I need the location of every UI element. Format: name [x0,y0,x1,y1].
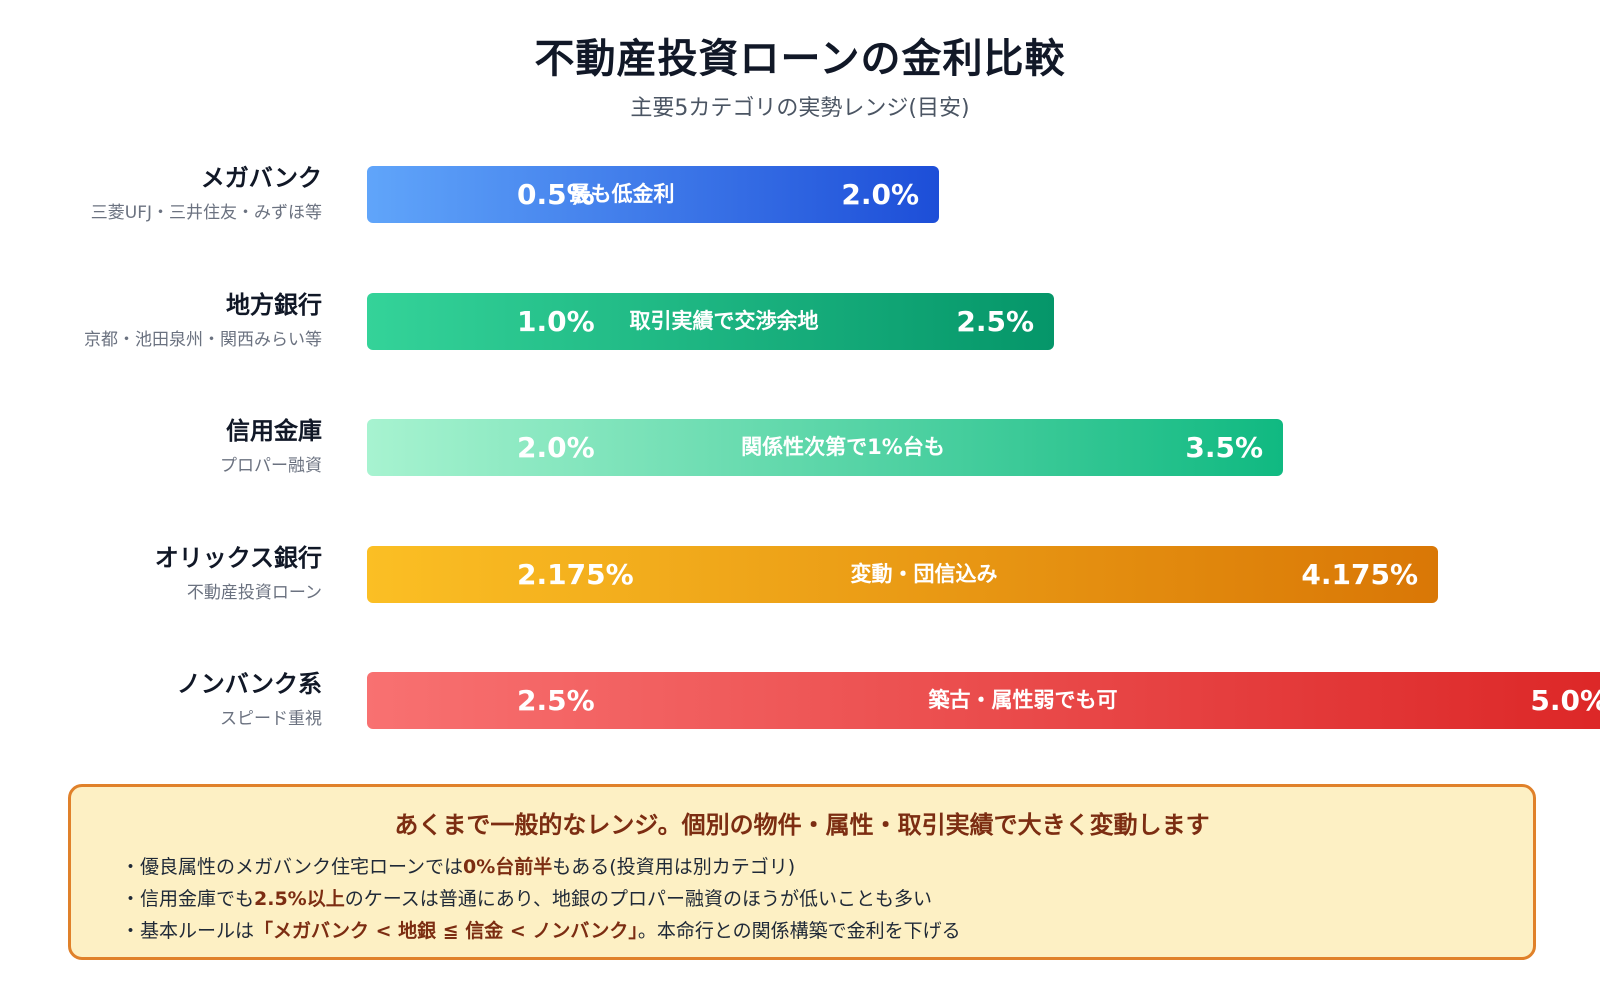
note-callout: あくまで一般的なレンジ。個別の物件・属性・取引実績で大きく変動します ・優良属性… [68,784,1536,960]
callout-heading: あくまで一般的なレンジ。個別の物件・属性・取引実績で大きく変動します [394,811,1210,839]
high-value-label: 2.5% [956,305,1034,338]
category-label: オリックス銀行 [154,544,322,572]
category-label: メガバンク [200,164,322,192]
callout-bullet: ・信用金庫でも2.5%以上のケースは普通にあり、地銀のプロパー融資のほうが低いこ… [121,888,933,910]
range-bar: 2.0% 関係性次第で1%台も 3.5% [367,419,1283,476]
category-sublabel: 三菱UFJ・三井住友・みずほ等 [90,203,322,223]
low-value-label: 2.5% [517,684,595,717]
category-label: 信用金庫 [226,417,322,445]
category-sublabel: 京都・池田泉州・関西みらい等 [84,330,322,350]
high-value-label: 2.0% [841,178,919,211]
high-value-label: 5.0% [1530,684,1600,717]
chart-row: 地方銀行京都・池田泉州・関西みらい等 1.0% 取引実績で交渉余地 2.5% [0,291,1600,353]
chart-row: オリックス銀行不動産投資ローン 2.175% 変動・団信込み 4.175% [0,544,1600,606]
callout-bullet: ・基本ルールは「メガバンク < 地銀 ≦ 信金 < ノンバンク」。本命行との関係… [121,920,961,942]
category-label: ノンバンク系 [176,670,322,698]
category-sublabel: スピード重視 [220,709,322,729]
low-value-label: 2.0% [517,431,595,464]
chart-row: 信用金庫プロパー融資 2.0% 関係性次第で1%台も 3.5% [0,417,1600,479]
bar-note: 最も低金利 [569,182,675,206]
low-value-label: 1.0% [517,305,595,338]
high-value-label: 3.5% [1185,431,1263,464]
range-bar: 1.0% 取引実績で交渉余地 2.5% [367,293,1054,350]
chart-subtitle: 主要5カテゴリの実勢レンジ(目安) [630,96,970,121]
bar-note: 変動・団信込み [850,562,998,586]
bar-note: 関係性次第で1%台も [741,435,945,459]
callout-bullets: ・優良属性のメガバンク住宅ローンでは0%台前半もある(投資用は別カテゴリ) ・信… [121,851,961,947]
range-bar: 2.5% 築古・属性弱でも可 5.0% [367,672,1600,729]
category-sublabel: 不動産投資ローン [186,583,322,603]
range-bar: 2.175% 変動・団信込み 4.175% [367,546,1438,603]
low-value-label: 2.175% [517,558,634,591]
bar-note: 取引実績で交渉余地 [629,309,819,333]
range-bar: 0.5% 最も低金利 2.0% [367,166,939,223]
category-label: 地方銀行 [226,291,322,319]
high-value-label: 4.175% [1301,558,1418,591]
chart-row: メガバンク三菱UFJ・三井住友・みずほ等 0.5% 最も低金利 2.0% [0,164,1600,226]
low-value-label: 0.5% [517,178,595,211]
category-sublabel: プロパー融資 [220,456,322,476]
bar-note: 築古・属性弱でも可 [928,688,1118,712]
callout-bullet: ・優良属性のメガバンク住宅ローンでは0%台前半もある(投資用は別カテゴリ) [121,856,796,878]
chart-title: 不動産投資ローンの金利比較 [534,36,1066,82]
